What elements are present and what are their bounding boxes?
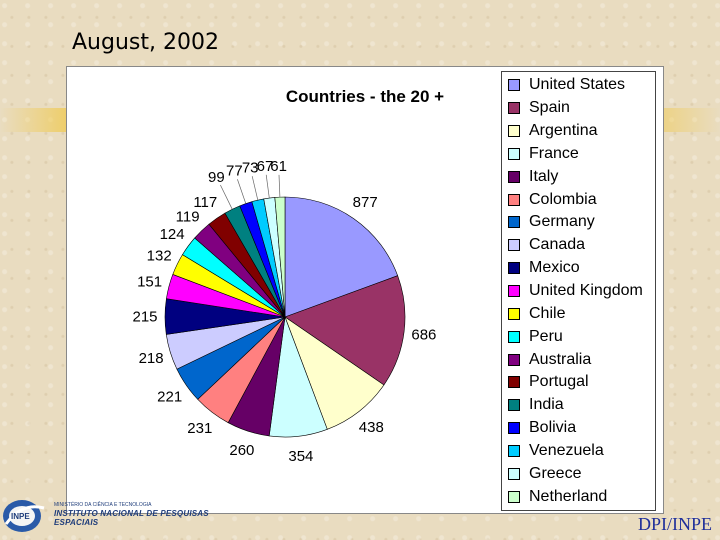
legend-label: United States bbox=[529, 76, 626, 94]
data-label-venezuela: 73 bbox=[242, 159, 259, 176]
legend-label: United Kingdom bbox=[529, 282, 643, 300]
footer-institute-name: INSTITUTO NACIONAL DE PESQUISAS ESPACIAI… bbox=[54, 509, 209, 527]
chart-legend: United States Spain Argentina France Italy Co… bbox=[501, 71, 656, 511]
legend-label: Portugal bbox=[529, 373, 589, 391]
legend-item: Canada bbox=[502, 234, 655, 257]
data-label-greece: 67 bbox=[257, 158, 274, 175]
legend-item: Peru bbox=[502, 325, 655, 348]
label-leader-lines bbox=[220, 174, 281, 210]
legend-label: Australia bbox=[529, 350, 592, 368]
legend-swatch bbox=[508, 285, 520, 298]
legend-label: Bolivia bbox=[529, 419, 577, 437]
legend-item: France bbox=[502, 143, 655, 166]
legend-swatch bbox=[508, 376, 520, 389]
legend-label: Peru bbox=[529, 327, 563, 345]
legend-item: Netherland bbox=[502, 485, 655, 508]
chart-title: Countries - the 20 + bbox=[286, 87, 444, 106]
legend-swatch bbox=[508, 307, 520, 320]
legend-swatch bbox=[508, 353, 520, 366]
data-label-portugal: 117 bbox=[193, 194, 217, 211]
data-label-germany: 221 bbox=[157, 388, 182, 405]
legend-swatch bbox=[508, 102, 520, 115]
legend-swatch bbox=[508, 147, 520, 160]
legend-item: Italy bbox=[502, 165, 655, 188]
data-label-india: 99 bbox=[208, 169, 225, 186]
legend-label: Germany bbox=[529, 213, 595, 231]
legend-swatch bbox=[508, 467, 520, 480]
legend-swatch bbox=[508, 490, 520, 503]
pie-slice-spain bbox=[284, 275, 406, 386]
pie-slices bbox=[164, 196, 406, 438]
legend-label: Canada bbox=[529, 236, 586, 254]
legend-item: Portugal bbox=[502, 371, 655, 394]
footer-ministry-text: MINISTÉRIO DA CIÊNCIA E TECNOLOGIA bbox=[54, 502, 152, 508]
legend-item: India bbox=[502, 394, 655, 417]
data-label-france: 354 bbox=[288, 448, 313, 465]
data-label-chile: 132 bbox=[147, 248, 172, 265]
legend-swatch bbox=[508, 330, 520, 343]
legend-label: Chile bbox=[529, 304, 566, 322]
legend-item: Colombia bbox=[502, 188, 655, 211]
legend-swatch bbox=[508, 125, 520, 138]
legend-label: Netherland bbox=[529, 487, 608, 505]
legend-item: Australia bbox=[502, 348, 655, 371]
data-label-netherland: 61 bbox=[270, 158, 287, 175]
pie-chart-canvas: Countries - the 20 + 877 686 438 354 260 231 2… bbox=[132, 87, 444, 465]
legend-item: Mexico bbox=[502, 257, 655, 280]
legend-item: Argentina bbox=[502, 120, 655, 143]
leader-line bbox=[278, 174, 281, 198]
legend-swatch bbox=[508, 79, 520, 92]
legend-item: Spain bbox=[502, 97, 655, 120]
leader-line bbox=[220, 184, 233, 210]
legend-swatch bbox=[508, 170, 520, 183]
legend-label: Greece bbox=[529, 464, 582, 482]
legend-item: Venezuela bbox=[502, 440, 655, 463]
legend-item: United States bbox=[502, 74, 655, 97]
data-labels: 877 686 438 354 260 231 221 218 215 151 132 1241191… bbox=[132, 158, 436, 465]
data-label-colombia: 231 bbox=[187, 420, 212, 437]
legend-label: Mexico bbox=[529, 259, 580, 277]
data-label-canada: 218 bbox=[139, 350, 164, 367]
slide-title: August, 2002 bbox=[72, 30, 219, 55]
data-label-australia: 119 bbox=[176, 208, 200, 225]
legend-item: Bolivia bbox=[502, 417, 655, 440]
pie-chart: Countries - the 20 + 877 686 438 354 260 231 2… bbox=[66, 66, 664, 514]
footer-organization: MINISTÉRIO DA CIÊNCIA E TECNOLOGIA INSTI… bbox=[54, 502, 244, 527]
legend-swatch bbox=[508, 262, 520, 275]
data-label-bolivia: 77 bbox=[226, 163, 243, 180]
data-label-italy: 260 bbox=[229, 442, 254, 459]
legend-swatch bbox=[508, 193, 520, 206]
legend-label: India bbox=[529, 396, 564, 414]
pie-slice-netherland bbox=[274, 196, 286, 318]
legend-label: Colombia bbox=[529, 190, 597, 208]
legend-swatch bbox=[508, 422, 520, 435]
legend-label: Italy bbox=[529, 167, 559, 185]
data-label-mexico: 215 bbox=[132, 309, 157, 326]
legend-swatch bbox=[508, 216, 520, 229]
legend-item: Greece bbox=[502, 462, 655, 485]
legend-label: Argentina bbox=[529, 122, 598, 140]
data-label-spain: 686 bbox=[411, 327, 436, 344]
legend-item: Chile bbox=[502, 302, 655, 325]
legend-label: Spain bbox=[529, 99, 570, 117]
footer-dpi-inpe: DPI/INPE bbox=[637, 514, 712, 534]
legend-swatch bbox=[508, 239, 520, 252]
leader-line bbox=[237, 179, 247, 204]
legend-item: United Kingdom bbox=[502, 280, 655, 303]
legend-swatch bbox=[508, 444, 520, 457]
data-label-peru: 124 bbox=[160, 226, 185, 243]
leader-line bbox=[265, 174, 270, 199]
data-label-argentina: 438 bbox=[359, 419, 384, 436]
leader-line bbox=[251, 176, 259, 201]
legend-swatch bbox=[508, 399, 520, 412]
pie-slice-argentina bbox=[284, 316, 385, 430]
pie-slice-united-states bbox=[284, 196, 399, 318]
data-label-united-states: 877 bbox=[353, 194, 378, 211]
legend-item: Germany bbox=[502, 211, 655, 234]
legend-label: France bbox=[529, 144, 579, 162]
legend-label: Venezuela bbox=[529, 441, 604, 459]
data-label-united-kingdom: 151 bbox=[137, 273, 162, 290]
inpe-logo: INPE bbox=[3, 500, 45, 532]
logo-text: INPE bbox=[11, 512, 30, 521]
